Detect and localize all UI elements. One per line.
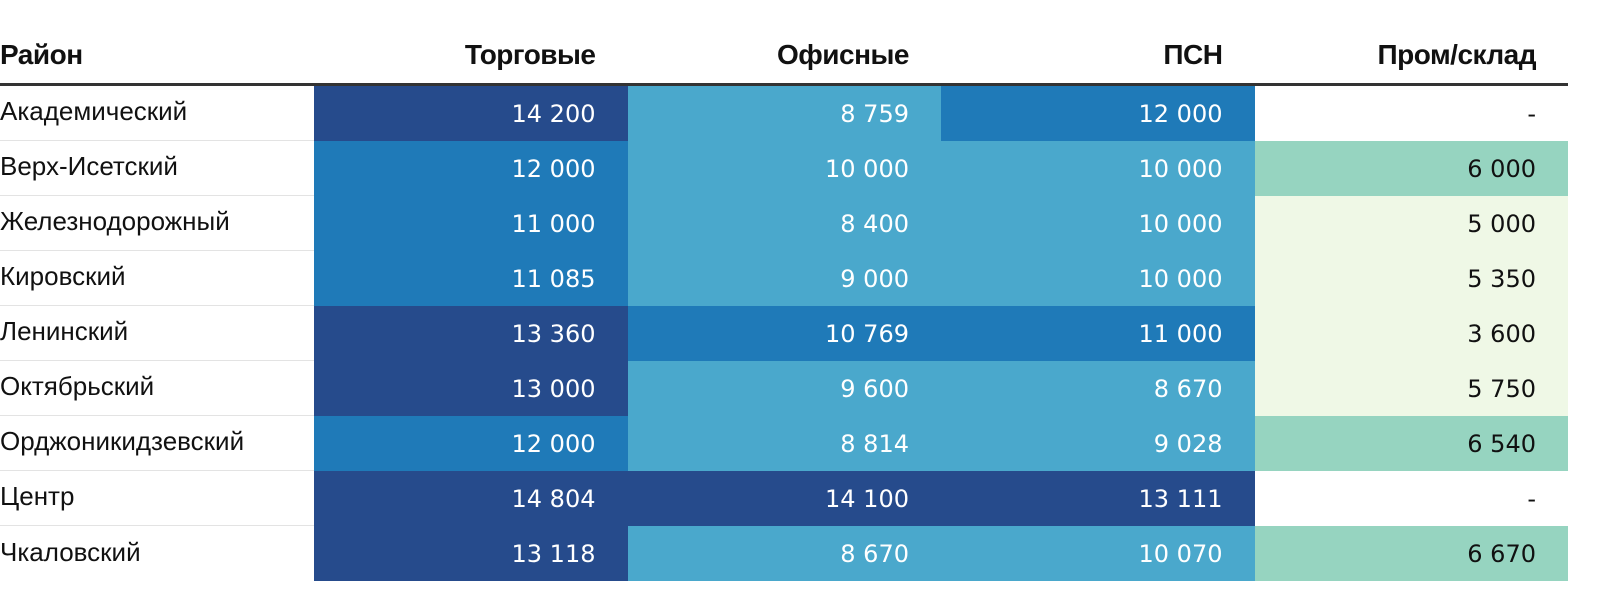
value-cell: 13 111 [941,471,1255,526]
district-name: Чкаловский [0,536,141,567]
value-cell: 10 070 [941,526,1255,581]
district-name: Кировский [0,251,314,306]
value-cell: 9 600 [627,361,941,416]
header-office: Офисные [777,39,909,70]
value-cell: 5 350 [1254,251,1568,306]
value-cell: 13 118 [314,526,628,581]
table-row: Железнодорожный 11 000 8 400 10 000 5 000 [0,196,1568,251]
value-cell: 6 540 [1254,416,1568,471]
district-name: Орджоникидзевский [0,416,314,471]
table-row: Академический 14 200 8 759 12 000- [0,86,1568,141]
value-cell: 12 000 [314,141,628,196]
value-cell: 8 670 [941,361,1255,416]
table-row: Центр 14 804 14 100 13 111- [0,471,1568,526]
table-header: Район Торговые Офисные ПСН Пром/склад [0,27,1568,86]
value-cell: 11 000 [314,196,628,251]
value-cell: 14 804 [314,471,628,526]
value-cell: - [1254,86,1568,141]
value-cell: 8 759 [627,86,941,141]
district-name: Железнодорожный [0,196,314,251]
district-name: Ленинский [0,306,314,361]
header-retail: Торговые [464,39,596,70]
value-cell: 11 085 [314,251,628,306]
table-row: Орджоникидзевский 12 000 8 814 9 028 6 540 [0,416,1568,471]
district-name: Верх-Исетский [0,141,314,196]
value-cell: 12 000 [941,86,1255,141]
table-row: Кировский 11 085 9 000 10 000 5 350 [0,251,1568,306]
district-name: Центр [0,471,314,526]
value-cell: 5 750 [1254,361,1568,416]
header-psn: ПСН [1163,39,1223,70]
value-cell: 8 670 [627,526,941,581]
value-cell: - [1254,471,1568,526]
value-cell: 5 000 [1254,196,1568,251]
value-cell: 9 028 [941,416,1255,471]
table-row: Ленинский 13 360 10 769 11 000 3 600 [0,306,1568,361]
value-cell: 14 200 [314,86,628,141]
data-table: Район Торговые Офисные ПСН Пром/склад Ак… [0,27,1568,581]
value-cell: 3 600 [1254,306,1568,361]
value-cell: 8 400 [627,196,941,251]
value-cell: 10 000 [941,251,1255,306]
value-cell: 10 769 [627,306,941,361]
value-cell: 11 000 [941,306,1255,361]
header-district: Район [0,39,83,70]
value-cell: 10 000 [627,141,941,196]
table-row: Октябрьский 13 000 9 600 8 670 5 750 [0,361,1568,416]
value-cell: 10 000 [941,196,1255,251]
value-cell: 10 000 [941,141,1255,196]
value-cell: 6 000 [1254,141,1568,196]
table-row: Верх-Исетский 12 000 10 000 10 000 6 000 [0,141,1568,196]
header-industrial: Пром/склад [1377,39,1536,70]
value-cell: 8 814 [627,416,941,471]
value-cell: 12 000 [314,416,628,471]
value-cell: 13 000 [314,361,628,416]
value-cell: 9 000 [627,251,941,306]
table-row: Чкаловский 13 118 8 670 10 070 6 670 [0,526,1568,581]
table-body: Академический 14 200 8 759 12 000- Верх-Исет… [0,86,1568,581]
value-cell: 6 670 [1254,526,1568,581]
value-cell: 13 360 [314,306,628,361]
district-name: Октябрьский [0,361,314,416]
district-name: Академический [0,86,314,141]
value-cell: 14 100 [627,471,941,526]
